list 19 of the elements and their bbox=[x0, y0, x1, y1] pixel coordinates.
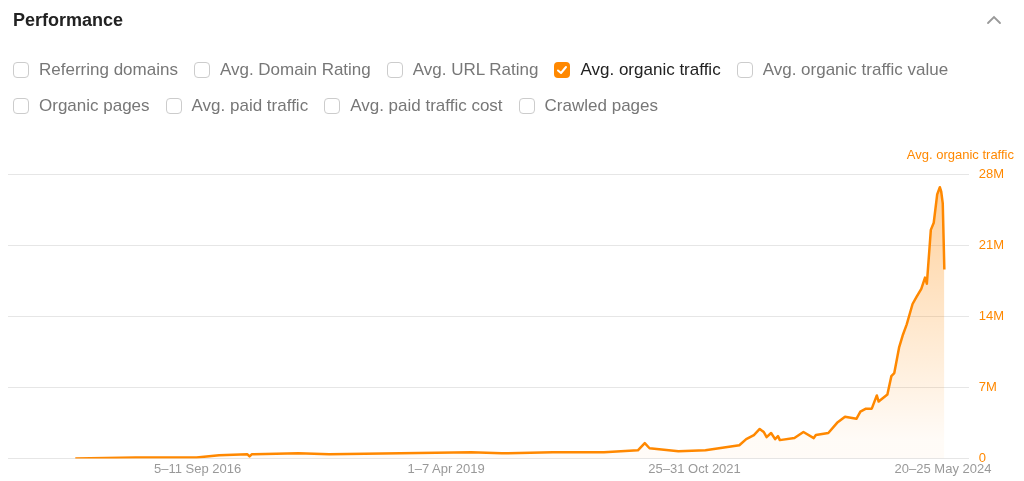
text: Crawled pages bbox=[544, 96, 658, 116]
text: Avg. paid traffic bbox=[191, 96, 309, 116]
y-tick-label: 21M bbox=[978, 236, 1005, 252]
text: Organic pages bbox=[39, 96, 150, 116]
chart-title: Performance bbox=[13, 10, 124, 31]
text: Avg. paid traffic cost bbox=[350, 96, 503, 116]
text: Avg. organic traffic value bbox=[762, 60, 949, 80]
y-tick-label: 7M bbox=[978, 378, 997, 394]
y-tick-label: 28M bbox=[978, 165, 1005, 181]
y-tick-label: 0 bbox=[978, 449, 986, 465]
text: Avg. URL Rating bbox=[412, 60, 539, 80]
x-tick-label: 1–7 Apr 2019 bbox=[407, 460, 485, 476]
y-tick-label: 14M bbox=[978, 307, 1005, 323]
x-tick-label: 5–11 Sep 2016 bbox=[154, 460, 242, 476]
text: Referring domains bbox=[39, 60, 178, 80]
text: Avg. Domain Rating bbox=[219, 60, 371, 80]
legend-label: Avg. organic traffic bbox=[580, 60, 721, 80]
y-axis-title: Avg. organic traffic bbox=[906, 147, 1015, 163]
x-tick-label: 25–31 Oct 2021 bbox=[648, 460, 741, 476]
